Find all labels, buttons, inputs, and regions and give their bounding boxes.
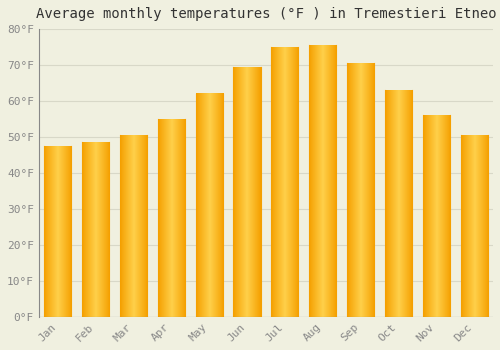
- Title: Average monthly temperatures (°F ) in Tremestieri Etneo: Average monthly temperatures (°F ) in Tr…: [36, 7, 496, 21]
